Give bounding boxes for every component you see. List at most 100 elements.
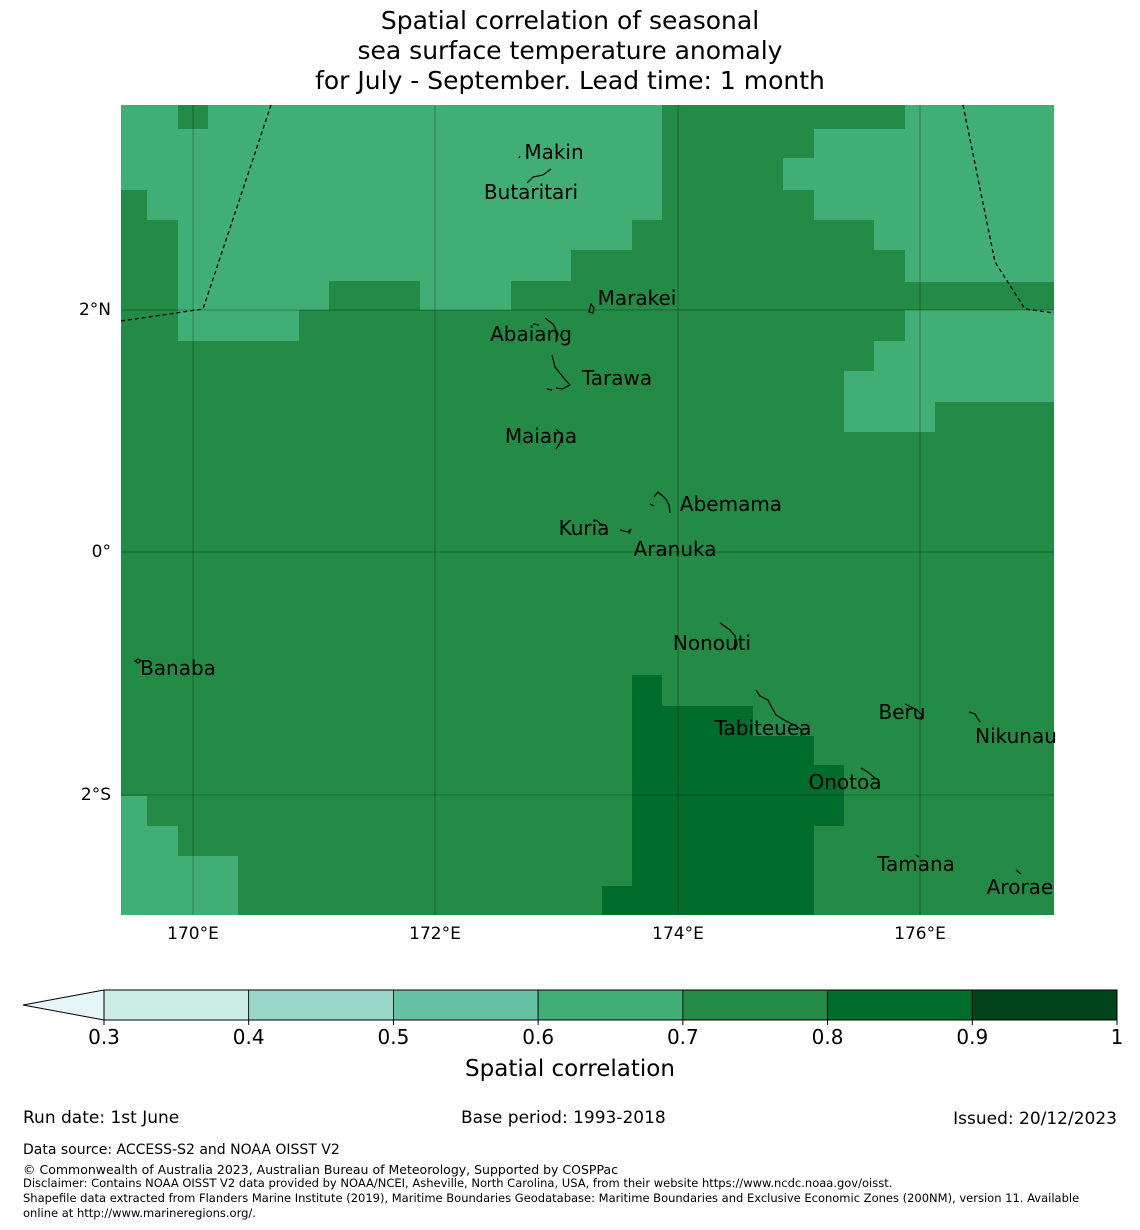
correlation-cell: [178, 856, 238, 915]
island-outline: [904, 703, 924, 721]
colorbar-tick-label: 0.7: [667, 1025, 699, 1049]
island-outline: [860, 767, 876, 779]
colorbar-label: Spatial correlation: [465, 1056, 675, 1082]
correlation-cell: [420, 281, 511, 310]
correlation-cell: [178, 281, 329, 310]
longitude-tick-label: 176°E: [894, 924, 946, 944]
island-label: Nonouti: [673, 631, 751, 655]
latitude-tick-label: 0°: [92, 542, 111, 562]
island-label: Abemama: [680, 492, 782, 516]
island-label: Banaba: [140, 656, 216, 680]
island-outline: [544, 317, 559, 343]
correlation-cell: [844, 402, 935, 432]
correlation-cell: [814, 129, 905, 158]
correlation-cell: [874, 341, 1054, 371]
shapefile-credit-line-1: Shapefile data extracted from Flanders M…: [23, 1191, 1080, 1205]
shapefile-credit-line-2: online at http://www.marineregions.org/.: [23, 1206, 256, 1220]
colorbar-tick-label: 0.3: [88, 1025, 120, 1049]
disclaimer: Disclaimer: Contains NOAA OISST V2 data …: [23, 1176, 893, 1190]
island-label: Arorae: [987, 875, 1053, 899]
colorbar-tick-label: 1: [1111, 1025, 1124, 1049]
correlation-cell: [783, 158, 905, 190]
island-label: Tamana: [876, 852, 955, 876]
correlation-cell: [632, 736, 814, 765]
map-panel: Makin Butaritari Marakei Abaiang Tarawa Maian…: [79, 104, 1057, 944]
colorbar-tick-label: 0.6: [522, 1025, 554, 1049]
island-outline: [518, 155, 521, 159]
correlation-cell: [121, 105, 662, 190]
correlation-cell: [147, 826, 178, 915]
colorbar-under-extension: [22, 989, 105, 1021]
colorbar-tick-label: 0.8: [812, 1025, 844, 1049]
copyright: © Commonwealth of Australia 2023, Austra…: [23, 1162, 618, 1177]
correlation-cell: [121, 796, 147, 915]
correlation-cell: [178, 220, 632, 250]
colorbar-segment: [393, 989, 539, 1021]
island-outline: [653, 491, 671, 514]
island-outline: [755, 689, 803, 737]
colorbar-tick-label: 0.5: [378, 1025, 410, 1049]
title-line-3: for July - September. Lead time: 1 month: [315, 66, 825, 95]
correlation-cell: [178, 250, 571, 281]
island-label: Abaiang: [490, 322, 572, 346]
correlation-cell: [602, 886, 814, 915]
island-outline: [619, 528, 632, 535]
island-label: Maiana: [505, 424, 577, 448]
correlation-cell: [965, 282, 1025, 310]
eez-boundary-east: [962, 104, 1055, 314]
eez-boundary-west: [120, 104, 272, 322]
island-outline: [595, 519, 604, 527]
title-line-1: Spatial correlation of seasonal: [380, 6, 760, 35]
colorbar-segment: [537, 989, 684, 1021]
island-outline: [1015, 869, 1022, 875]
colorbar-segment: [103, 989, 250, 1021]
colorbar-segment: [248, 989, 394, 1021]
correlation-cell: [814, 190, 905, 220]
issued-date: Issued: 20/12/2023: [953, 1109, 1117, 1129]
island-label: Beru: [879, 700, 926, 724]
correlation-cell: [632, 765, 844, 826]
longitude-tick-label: 174°E: [652, 924, 704, 944]
island-label: Nikunau: [975, 724, 1057, 748]
latitude-tick-label: 2°S: [81, 785, 111, 805]
island-label: Onotoa: [809, 770, 882, 794]
correlation-cell: [178, 310, 299, 341]
colorbar-outline: [103, 989, 1118, 1021]
correlation-cell: [874, 220, 905, 250]
correlation-cell: [844, 371, 1054, 402]
colorbar-tick-label: 0.4: [233, 1025, 265, 1049]
latitude-tick-label: 2°N: [79, 300, 111, 320]
island-outline: [546, 388, 553, 391]
island-outline: [555, 428, 563, 450]
base-period: Base period: 1993-2018: [461, 1108, 666, 1128]
title-line-2: sea surface temperature anomaly: [357, 36, 783, 65]
longitude-tick-label: 172°E: [409, 924, 461, 944]
island-outline: [526, 168, 552, 184]
island-label: Tarawa: [581, 366, 652, 390]
correlation-cell: [632, 675, 662, 706]
island-label: Butaritari: [484, 180, 578, 204]
island-outline: [133, 658, 143, 664]
run-date: Run date: 1st June: [23, 1108, 180, 1128]
colorbar-segment: [971, 989, 1118, 1021]
correlation-cell: [905, 310, 1054, 341]
island-label: Marakei: [598, 286, 677, 310]
correlation-cell: [632, 826, 814, 886]
island-outline: [551, 354, 571, 390]
island-outline: [532, 323, 540, 326]
island-label: Aranuka: [634, 537, 717, 561]
island-label: Kuria: [559, 516, 610, 540]
colorbar-tick-label: 0.9: [956, 1025, 988, 1049]
colorbar: 0.3 0.4 0.5 0.6 0.7 0.8 0.9 1 Spatial correlatio…: [22, 989, 1124, 1082]
chart-title: Spatial correlation of seasonal sea surf…: [0, 6, 1140, 96]
correlation-cell: [632, 706, 753, 736]
correlation-cell: [905, 105, 1054, 282]
island-outline: [649, 503, 655, 507]
island-label: Makin: [524, 140, 583, 164]
island-outline: [968, 711, 981, 723]
island-outline: [588, 302, 595, 314]
island-label: Tabiteuea: [714, 716, 812, 740]
colorbar-segment: [682, 989, 828, 1021]
colorbar-segment: [827, 989, 973, 1021]
